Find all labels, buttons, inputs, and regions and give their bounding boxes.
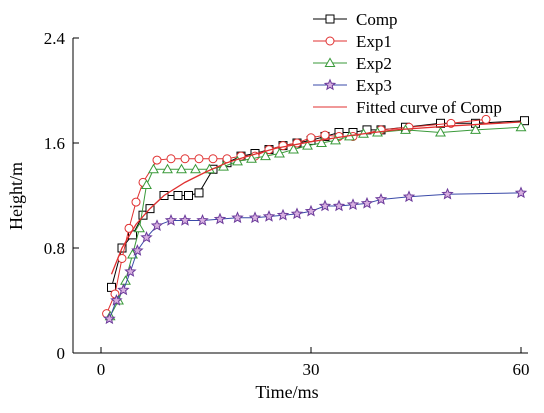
data-point <box>190 163 201 174</box>
data-point <box>325 36 335 46</box>
data-point <box>110 294 123 306</box>
data-point <box>325 14 335 24</box>
data-point <box>248 211 262 224</box>
legend-item: Exp2 <box>313 54 392 73</box>
y-tick-label: 0.8 <box>44 239 65 258</box>
data-point <box>196 213 209 226</box>
data-point <box>164 213 178 226</box>
data-point <box>150 219 164 231</box>
data-point <box>194 188 204 198</box>
data-point <box>141 179 152 189</box>
data-point <box>138 210 148 220</box>
y-tick-label: 2.4 <box>44 29 66 48</box>
y-tick-label: 1.6 <box>44 134 65 153</box>
legend-item: Exp1 <box>313 32 392 51</box>
series-fitted-curve-of-comp <box>110 121 522 275</box>
data-point <box>276 208 290 221</box>
data-point <box>218 161 229 171</box>
series-layer <box>102 114 529 325</box>
data-point <box>260 150 271 161</box>
data-point <box>173 191 183 200</box>
data-point <box>208 154 218 164</box>
data-point <box>178 213 192 226</box>
data-point <box>166 154 176 164</box>
data-point <box>360 196 374 209</box>
data-point <box>180 154 190 164</box>
data-point <box>515 121 527 132</box>
series-line <box>110 121 522 275</box>
y-tick-label: 0 <box>57 344 66 363</box>
data-point <box>131 197 141 207</box>
data-point <box>231 211 244 224</box>
data-point <box>470 124 481 134</box>
data-point <box>124 265 137 277</box>
data-point <box>288 143 299 154</box>
legend-item: Exp3 <box>313 76 392 95</box>
data-point <box>194 154 204 164</box>
x-tick-label: 0 <box>97 360 106 379</box>
data-point <box>514 186 528 199</box>
data-point <box>402 190 416 203</box>
data-point <box>330 134 341 145</box>
data-point <box>262 210 276 222</box>
legend-label: Exp1 <box>356 32 392 51</box>
data-point <box>324 57 336 67</box>
y-axis-title: Height/m <box>6 162 26 230</box>
data-point <box>304 204 318 217</box>
data-point <box>302 140 313 150</box>
data-point <box>320 130 330 140</box>
data-point <box>131 244 144 256</box>
legend: Comp Exp1 Exp2 Exp3 Fitted curve of Comp <box>313 10 502 117</box>
legend-item: Comp <box>313 10 398 29</box>
data-point <box>274 147 285 158</box>
data-point <box>306 133 316 143</box>
data-point <box>103 312 116 325</box>
data-point <box>520 116 529 126</box>
data-point <box>134 222 145 233</box>
data-point <box>374 192 388 205</box>
data-point <box>184 191 193 200</box>
data-point <box>323 78 337 91</box>
data-point <box>316 137 327 147</box>
data-point <box>278 141 288 151</box>
data-point <box>346 198 360 210</box>
data-point <box>246 153 257 163</box>
data-point <box>213 212 227 225</box>
data-point <box>176 163 187 174</box>
data-point <box>148 163 159 174</box>
data-point <box>140 231 153 243</box>
legend-label: Fitted curve of Comp <box>356 98 502 117</box>
legend-label: Exp2 <box>356 54 392 73</box>
data-point <box>435 126 446 137</box>
series-exp3 <box>103 186 528 325</box>
plot-area <box>72 38 528 354</box>
series-exp2 <box>104 121 527 321</box>
legend-item: Fitted curve of Comp <box>313 98 502 117</box>
x-tick-label: 30 <box>303 360 320 379</box>
series-comp <box>107 116 529 292</box>
x-axis-title: Time/ms <box>255 382 318 402</box>
series-line <box>108 192 522 320</box>
legend-label: Exp3 <box>356 76 392 95</box>
data-point <box>318 199 332 212</box>
data-point <box>290 207 304 220</box>
data-point <box>152 155 162 165</box>
ticks-layer: 0 30 60 0 0.8 1.6 2.4 <box>44 29 530 379</box>
data-point <box>117 283 130 296</box>
x-tick-label: 60 <box>513 360 530 379</box>
data-point <box>332 199 346 212</box>
axis-titles: Time/ms Height/m <box>6 162 319 402</box>
data-point <box>441 187 454 200</box>
legend-label: Comp <box>356 10 398 29</box>
data-point <box>162 163 173 174</box>
